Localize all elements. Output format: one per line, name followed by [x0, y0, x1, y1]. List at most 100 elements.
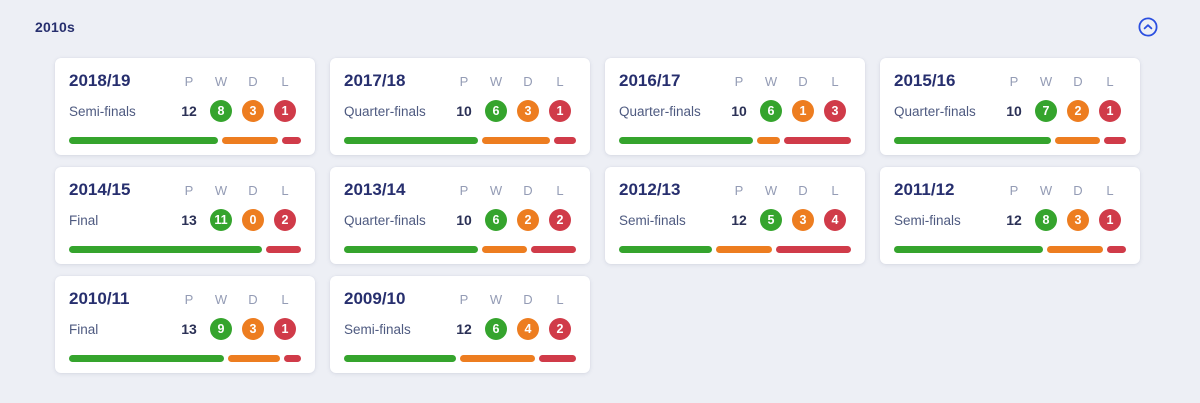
season-card[interactable]: 2017/18 P W D L Quarter-finals 10 6 3 1 [330, 58, 590, 155]
played-value: 10 [456, 103, 472, 119]
drawn-bar-segment [482, 246, 528, 253]
drawn-bar-segment [1047, 246, 1104, 253]
card-header-row: 2018/19 P W D L [69, 71, 301, 91]
drawn-badge: 3 [1067, 209, 1089, 231]
drawn-bar-segment [1054, 137, 1100, 144]
card-stats-row: Semi-finals 12 6 4 2 [344, 318, 576, 340]
season-title: 2011/12 [894, 180, 955, 199]
drawn-bar-segment [222, 137, 279, 144]
season-card[interactable]: 2018/19 P W D L Semi-finals 12 8 3 1 [55, 58, 315, 155]
results-distribution-bar [894, 137, 1126, 144]
section-title: 2010s [35, 19, 75, 35]
season-result: Final [69, 212, 99, 228]
column-header-played: P [1009, 182, 1019, 198]
column-header-drawn: D [798, 182, 808, 198]
season-card[interactable]: 2012/13 P W D L Semi-finals 12 5 3 4 [605, 167, 865, 264]
season-card[interactable]: 2016/17 P W D L Quarter-finals 10 6 1 3 [605, 58, 865, 155]
drawn-bar-segment [482, 137, 550, 144]
lost-badge: 1 [274, 318, 296, 340]
column-header-played: P [184, 182, 194, 198]
season-title: 2015/16 [894, 71, 956, 90]
column-header-played: P [459, 182, 469, 198]
card-header-row: 2012/13 P W D L [619, 180, 851, 200]
season-title: 2014/15 [69, 180, 131, 199]
season-result: Quarter-finals [344, 212, 426, 228]
played-value: 10 [731, 103, 747, 119]
won-badge: 6 [485, 209, 507, 231]
card-header-row: 2017/18 P W D L [344, 71, 576, 91]
lost-bar-segment [553, 137, 577, 144]
column-header-drawn: D [248, 182, 258, 198]
column-header-drawn: D [1073, 73, 1083, 89]
played-value: 13 [181, 321, 197, 337]
column-header-lost: L [831, 73, 839, 89]
results-distribution-bar [69, 355, 301, 362]
played-value: 12 [181, 103, 197, 119]
column-header-lost: L [831, 182, 839, 198]
column-header-played: P [184, 291, 194, 307]
card-header-row: 2009/10 P W D L [344, 289, 576, 309]
season-card[interactable]: 2015/16 P W D L Quarter-finals 10 7 2 1 [880, 58, 1140, 155]
won-bar-segment [619, 246, 713, 253]
lost-badge: 1 [1099, 100, 1121, 122]
lost-badge: 2 [549, 318, 571, 340]
column-header-lost: L [281, 182, 289, 198]
lost-bar-segment [776, 246, 851, 253]
won-bar-segment [344, 137, 479, 144]
card-header-row: 2015/16 P W D L [894, 71, 1126, 91]
card-stats-row: Quarter-finals 10 6 3 1 [344, 100, 576, 122]
column-header-won: W [764, 73, 778, 89]
column-header-played: P [459, 73, 469, 89]
season-card[interactable]: 2011/12 P W D L Semi-finals 12 8 3 1 [880, 167, 1140, 264]
drawn-badge: 2 [517, 209, 539, 231]
lost-bar-segment [531, 246, 576, 253]
results-distribution-bar [619, 246, 851, 253]
played-value: 13 [181, 212, 197, 228]
season-card[interactable]: 2013/14 P W D L Quarter-finals 10 6 2 2 [330, 167, 590, 264]
lost-badge: 2 [274, 209, 296, 231]
won-bar-segment [344, 355, 456, 362]
won-badge: 8 [1035, 209, 1057, 231]
won-bar-segment [69, 246, 262, 253]
drawn-badge: 1 [792, 100, 814, 122]
played-value: 10 [456, 212, 472, 228]
drawn-badge: 3 [242, 318, 264, 340]
season-title: 2013/14 [344, 180, 406, 199]
card-stats-row: Quarter-finals 10 7 2 1 [894, 100, 1126, 122]
drawn-bar-segment [228, 355, 280, 362]
column-header-lost: L [281, 291, 289, 307]
column-header-won: W [1039, 182, 1053, 198]
column-header-won: W [214, 182, 228, 198]
column-header-drawn: D [248, 73, 258, 89]
drawn-badge: 2 [1067, 100, 1089, 122]
season-title: 2009/10 [344, 289, 406, 308]
column-header-drawn: D [523, 73, 533, 89]
season-result: Quarter-finals [619, 103, 701, 119]
won-bar-segment [69, 137, 219, 144]
column-header-lost: L [556, 73, 564, 89]
column-header-played: P [1009, 73, 1019, 89]
season-card[interactable]: 2009/10 P W D L Semi-finals 12 6 4 2 [330, 276, 590, 373]
drawn-badge: 3 [517, 100, 539, 122]
played-value: 12 [731, 212, 747, 228]
card-header-row: 2013/14 P W D L [344, 180, 576, 200]
lost-badge: 3 [824, 100, 846, 122]
card-stats-row: Semi-finals 12 8 3 1 [894, 209, 1126, 231]
card-header-row: 2010/11 P W D L [69, 289, 301, 309]
column-header-drawn: D [523, 182, 533, 198]
lost-bar-segment [1107, 246, 1126, 253]
column-header-drawn: D [523, 291, 533, 307]
drawn-badge: 3 [792, 209, 814, 231]
collapse-section-button[interactable] [1136, 15, 1160, 39]
season-card[interactable]: 2010/11 P W D L Final 13 9 3 1 [55, 276, 315, 373]
column-header-lost: L [1106, 73, 1114, 89]
won-badge: 5 [760, 209, 782, 231]
drawn-bar-segment [757, 137, 780, 144]
card-stats-row: Semi-finals 12 8 3 1 [69, 100, 301, 122]
won-badge: 7 [1035, 100, 1057, 122]
lost-badge: 4 [824, 209, 846, 231]
column-header-played: P [184, 73, 194, 89]
season-card[interactable]: 2014/15 P W D L Final 13 11 0 2 [55, 167, 315, 264]
season-title: 2012/13 [619, 180, 681, 199]
season-title: 2016/17 [619, 71, 681, 90]
